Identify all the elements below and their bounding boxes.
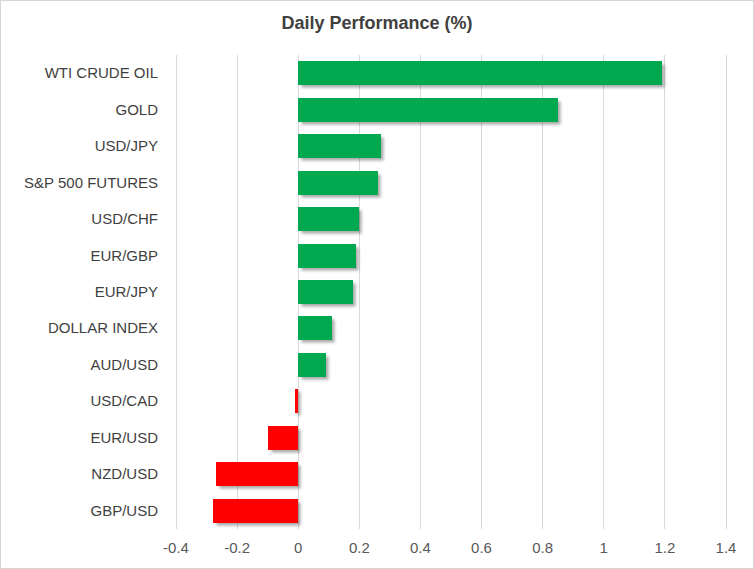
x-tick-label: 0.4 <box>390 539 450 557</box>
gridline <box>542 55 543 529</box>
x-tick-label: 1.2 <box>635 539 695 557</box>
category-label: GBP/USD <box>1 501 158 521</box>
category-label: EUR/JPY <box>1 282 158 302</box>
bar-positive <box>298 134 381 158</box>
bar-positive <box>298 98 558 122</box>
x-tick-label: 1 <box>574 539 634 557</box>
gridline <box>359 55 360 529</box>
gridline <box>664 55 665 529</box>
daily-performance-chart: Daily Performance (%) -0.4-0.200.20.40.6… <box>0 0 754 569</box>
gridline <box>481 55 482 529</box>
bar-positive <box>298 61 662 85</box>
gridline <box>726 55 727 529</box>
bar-negative <box>268 426 299 450</box>
x-tick-label: 0.2 <box>329 539 389 557</box>
category-label: GOLD <box>1 100 158 120</box>
x-tick-label: 0.6 <box>452 539 512 557</box>
x-tick-label: 0 <box>268 539 328 557</box>
category-label: S&P 500 FUTURES <box>1 173 158 193</box>
bar-positive <box>298 207 359 231</box>
x-tick-label: 1.4 <box>696 539 754 557</box>
bar-negative <box>213 499 299 523</box>
gridline <box>176 55 177 529</box>
gridline <box>237 55 238 529</box>
category-label: WTI CRUDE OIL <box>1 63 158 83</box>
chart-title: Daily Performance (%) <box>1 13 753 34</box>
bar-positive <box>298 280 353 304</box>
category-label: EUR/USD <box>1 428 158 448</box>
x-tick-label: 0.8 <box>513 539 573 557</box>
category-label: DOLLAR INDEX <box>1 318 158 338</box>
bar-negative <box>216 462 299 486</box>
gridline <box>603 55 604 529</box>
category-label: EUR/GBP <box>1 246 158 266</box>
bar-positive <box>298 353 326 377</box>
x-tick-label: -0.2 <box>207 539 267 557</box>
bar-positive <box>298 244 356 268</box>
bar-negative <box>295 389 298 413</box>
bar-positive <box>298 171 377 195</box>
plot-area <box>176 55 726 529</box>
x-tick-label: -0.4 <box>146 539 206 557</box>
category-label: NZD/USD <box>1 464 158 484</box>
category-label: AUD/USD <box>1 355 158 375</box>
bar-positive <box>298 316 332 340</box>
category-label: USD/CAD <box>1 391 158 411</box>
category-label: USD/JPY <box>1 136 158 156</box>
category-label: USD/CHF <box>1 209 158 229</box>
gridline <box>420 55 421 529</box>
